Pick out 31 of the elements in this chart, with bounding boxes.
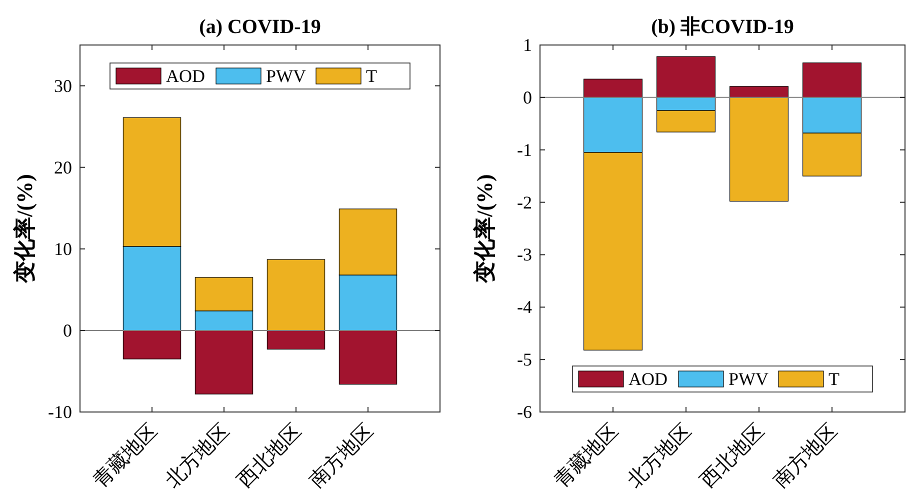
x-tick-label: 西北地区 (696, 420, 769, 492)
x-tick-label: 北方地区 (622, 419, 696, 492)
y-tick-label: 20 (54, 157, 72, 178)
y-tick-label: 0 (63, 320, 72, 340)
y-tick-label: 10 (54, 238, 72, 259)
legend-label: PWV (728, 369, 768, 389)
y-tick-label: 0 (523, 87, 532, 108)
x-tick-label: 青藏地区 (89, 420, 162, 492)
x-tick-label: 西北地区 (233, 420, 306, 492)
chart-title: (a) COVID-19 (199, 16, 321, 38)
legend-label: AOD (166, 66, 205, 86)
y-tick-label: 1 (523, 35, 532, 55)
y-tick-label: -1 (517, 140, 532, 160)
y-axis-title: 变化率/(%) (12, 174, 37, 284)
y-tick-label: -2 (517, 192, 532, 212)
y-tick-label: -5 (517, 350, 532, 370)
x-tick-label: 青藏地区 (550, 420, 623, 492)
y-tick-label: 30 (54, 76, 72, 96)
chart-title: (b) 非COVID-19 (651, 16, 794, 38)
legend-label: T (828, 369, 840, 389)
x-tick-label: 北方地区 (160, 419, 234, 492)
x-tick-label: 南方地区 (304, 419, 378, 492)
legend-label: AOD (628, 369, 668, 389)
y-tick-label: -6 (517, 402, 532, 422)
y-tick-label: -10 (48, 402, 72, 422)
y-tick-label: -3 (517, 244, 532, 265)
y-tick-label: -4 (517, 297, 532, 318)
legend-label: T (366, 66, 377, 86)
x-tick-label: 南方地区 (768, 419, 842, 492)
legend-label: PWV (266, 66, 306, 86)
y-axis-title: 变化率/(%) (472, 174, 497, 284)
